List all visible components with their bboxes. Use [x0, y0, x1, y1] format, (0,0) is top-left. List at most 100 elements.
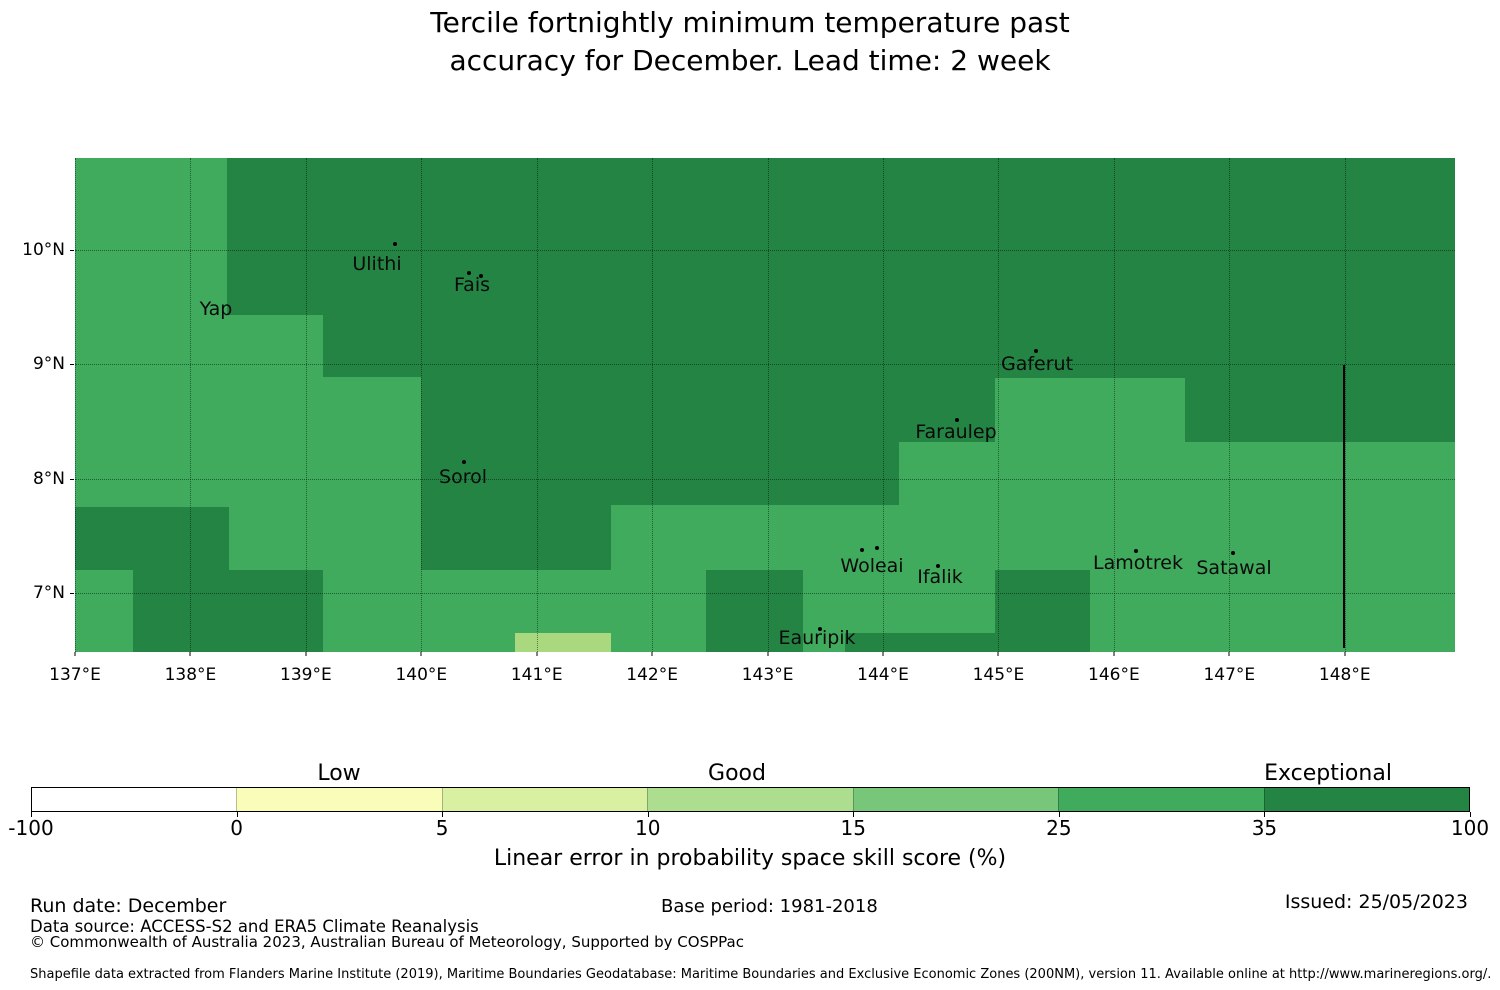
- island-label-satawal: Satawal: [1196, 557, 1272, 579]
- x-tickmark-140: [420, 652, 422, 656]
- colorbar-axis-label: Linear error in probability space skill …: [493, 846, 1007, 871]
- colorbar-tickmark-5: [442, 812, 444, 817]
- island-marker-ifalik: [936, 564, 940, 568]
- colorbar-tick-label-35: 35: [1251, 816, 1278, 840]
- island-marker-fais: [467, 271, 471, 275]
- x-tickmark-138: [189, 652, 191, 656]
- island-label-eauripik: Eauripik: [778, 627, 856, 649]
- x-tick-label-140: 140°E: [395, 665, 448, 685]
- x-tick-label-141: 141°E: [510, 665, 563, 685]
- y-tick-label-8: 8°N: [32, 468, 65, 489]
- colorbar-tickmark-15: [853, 812, 855, 817]
- colorbar-segment-0to5: [236, 788, 442, 811]
- gridline-lat-9: [75, 364, 1455, 366]
- colorbar-segment-5to10: [441, 788, 648, 811]
- gridline-lon-144: [883, 158, 885, 652]
- y-tickmark-9: [70, 364, 74, 366]
- gridline-lon-137: [75, 158, 76, 652]
- data-source-text: Data source: ACCESS-S2 and ERA5 Climate …: [30, 917, 479, 936]
- map-region-mid: [803, 632, 845, 652]
- y-tickmark-7: [70, 592, 74, 594]
- gridline-lon-138: [190, 158, 192, 652]
- maritime-boundary-line: [1343, 365, 1345, 648]
- x-tickmark-141: [536, 652, 538, 656]
- island-marker-woleai: [875, 546, 879, 550]
- x-tick-label-144: 144°E: [857, 665, 909, 685]
- island-label-sorol: Sorol: [439, 466, 487, 488]
- colorbar-tick-label-100: 100: [1450, 816, 1490, 840]
- colorbar-segment--100to0: [32, 788, 237, 811]
- map-region-mid: [228, 507, 422, 571]
- x-tickmark-137: [74, 652, 76, 656]
- colorbar-category-low: Low: [317, 761, 361, 786]
- base-period-text: Base period: 1981-2018: [661, 896, 878, 917]
- gridline-lon-146: [1113, 158, 1115, 652]
- colorbar-segment-25to35: [1058, 788, 1264, 811]
- x-tickmark-144: [882, 652, 884, 656]
- map-region-mid: [995, 378, 1186, 443]
- x-tickmark-139: [305, 652, 307, 656]
- gridline-lat-10: [75, 250, 1455, 251]
- map-region-mid: [610, 504, 1455, 571]
- gridline-lat-7: [75, 592, 1455, 594]
- gridline-lon-145: [998, 158, 1000, 652]
- colorbar-tick-label--100: -100: [8, 816, 54, 840]
- island-label-gaferut: Gaferut: [1000, 353, 1074, 375]
- x-tick-label-142: 142°E: [626, 665, 679, 685]
- island-marker-satawal: [1231, 551, 1235, 555]
- y-tickmark-10: [70, 250, 74, 251]
- colorbar-tickmark-10: [647, 812, 649, 817]
- island-marker-ulithi: [393, 242, 397, 246]
- run-date-text: Run date: December: [30, 895, 227, 917]
- x-tick-label-146: 146°E: [1088, 665, 1140, 685]
- colorbar-category-exceptional: Exceptional: [1264, 761, 1392, 786]
- issued-date-text: Issued: 25/05/2023: [1284, 891, 1468, 913]
- y-tick-label-9: 9°N: [32, 354, 65, 375]
- map-region-light: [514, 632, 611, 652]
- island-marker-sorol: [462, 460, 466, 464]
- x-tickmark-147: [1228, 652, 1230, 656]
- x-tick-label-138: 138°E: [164, 665, 217, 685]
- gridline-lat-8: [75, 478, 1455, 480]
- x-tickmark-148: [1344, 652, 1346, 656]
- x-tick-label-145: 145°E: [972, 665, 1025, 685]
- colorbar-tick-label-10: 10: [634, 816, 661, 840]
- chart-title: Tercile fortnightly minimum temperature …: [0, 0, 1500, 80]
- colorbar-tickmark-35: [1264, 812, 1266, 817]
- colorbar-tick-label-25: 25: [1046, 816, 1072, 840]
- chart-title-line1: Tercile fortnightly minimum temperature …: [430, 6, 1070, 39]
- colorbar-tickmark-100: [1470, 812, 1471, 817]
- map-region-mid: [803, 570, 995, 633]
- colorbar-tickmark--100: [31, 812, 32, 817]
- colorbar-tick-label-0: 0: [230, 816, 243, 840]
- copyright-text: © Commonwealth of Australia 2023, Austra…: [30, 933, 744, 951]
- island-label-ulithi: Ulithi: [352, 253, 402, 275]
- colorbar-segment-10to15: [647, 788, 853, 811]
- x-tickmark-145: [997, 652, 999, 656]
- colorbar-tickmark-25: [1058, 812, 1060, 817]
- island-marker-eauripik: [818, 627, 822, 631]
- colorbar-tick-label-15: 15: [840, 816, 867, 840]
- colorbar-segment-35to100: [1263, 788, 1469, 811]
- x-tickmark-142: [651, 652, 653, 656]
- island-label-ifalik: Ifalik: [917, 566, 963, 588]
- island-label-lamotrek: Lamotrek: [1093, 552, 1183, 574]
- gridline-lon-141: [536, 158, 538, 652]
- gridline-lon-147: [1229, 158, 1231, 652]
- colorbar-segment-15to25: [852, 788, 1059, 811]
- colorbar-tickmark-0: [236, 812, 238, 817]
- map-region-mid: [899, 442, 1455, 505]
- x-tick-label-148: 148°E: [1318, 665, 1371, 685]
- island-label-faraulep: Faraulep: [915, 421, 997, 443]
- x-tickmark-143: [767, 652, 769, 656]
- map-region-mid: [75, 158, 228, 316]
- y-tick-label-7: 7°N: [32, 582, 65, 603]
- x-tick-label-137: 137°E: [49, 665, 101, 685]
- map-region-mid: [75, 315, 324, 377]
- x-tickmark-146: [1113, 652, 1115, 656]
- island-marker-gaferut: [1034, 349, 1038, 353]
- map-region-mid: [323, 570, 707, 652]
- map-region-mid: [1089, 570, 1455, 652]
- gridline-lon-140: [421, 158, 423, 652]
